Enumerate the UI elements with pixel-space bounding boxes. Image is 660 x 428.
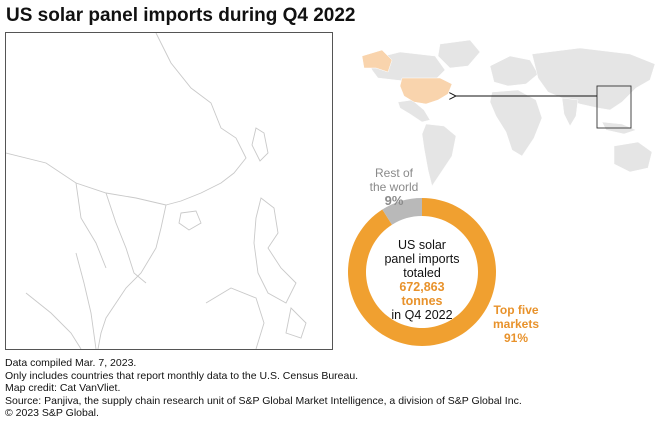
donut-chart-svg [348, 198, 496, 346]
top-label-line2: markets [492, 317, 540, 331]
center-line4: in Q4 2022 [391, 308, 453, 322]
total-tonnes-unit: tonnes [401, 294, 443, 308]
import-share-donut [340, 160, 660, 350]
note-copyright: © 2023 S&P Global. [5, 407, 99, 420]
note-date-compiled: Data compiled Mar. 7, 2023. [5, 357, 137, 369]
page-title: US solar panel imports during Q4 2022 [6, 5, 356, 26]
australia-shape [613, 141, 653, 173]
top-label-line1: Top five [493, 303, 539, 317]
southeast-asia-map [5, 32, 333, 350]
center-line2: panel imports [384, 252, 460, 266]
south-america-shape [421, 123, 457, 187]
note-map-credit: Map credit: Cat VanVliet. [5, 382, 121, 395]
africa-shape [489, 89, 543, 157]
center-line1: US solar [398, 238, 446, 252]
note-coverage: Only includes countries that report mont… [5, 369, 359, 382]
rest-of-world-arc [382, 198, 422, 225]
greenland-shape [437, 39, 481, 69]
india-shape [561, 97, 579, 127]
world-map [340, 38, 660, 188]
top-five-markets-label: Top five markets 91% [484, 303, 548, 345]
southeast-asia-locator-box [596, 85, 632, 129]
rest-label-line2: the world [369, 180, 419, 194]
us-shape [399, 77, 453, 105]
donut-center-label: US solar panel imports totaled 672,863 t… [378, 238, 466, 322]
alaska-shape [361, 49, 393, 73]
asia-shape [531, 47, 656, 111]
rest-of-world-percent: 9% [384, 193, 404, 208]
europe-shape [489, 55, 539, 87]
top-five-markets-percent: 91% [503, 331, 529, 345]
rest-label-line1: Rest of [374, 166, 413, 180]
total-tonnes-value: 672,863 [399, 280, 445, 294]
note-source: Source: Panjiva, the supply chain resear… [5, 394, 522, 407]
world-map-svg [361, 39, 656, 187]
source-notes: Data compiled Mar. 7, 2023. Only include… [5, 357, 522, 420]
center-line3: totaled [403, 266, 441, 280]
southeast-asia-map-outline [6, 33, 307, 349]
rest-of-world-label: Rest of the world 9% [356, 166, 432, 208]
